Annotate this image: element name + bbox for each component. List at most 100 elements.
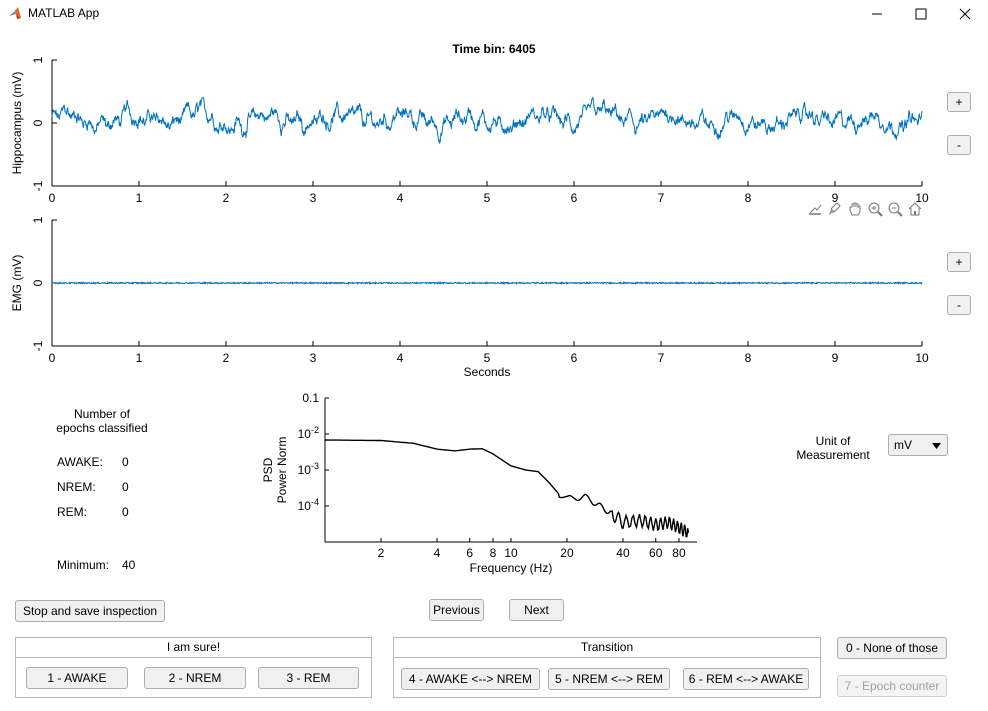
epoch-counter-button[interactable]: 7 - Epoch counter	[837, 675, 947, 697]
nrem-button[interactable]: 2 - NREM	[144, 667, 246, 689]
window-title: MATLAB App	[28, 6, 100, 20]
x-axis-label: Frequency (Hz)	[470, 561, 553, 575]
rem-label: REM:	[57, 505, 87, 519]
zoom-out-icon[interactable]	[886, 200, 904, 218]
x-tick-label: 0	[49, 191, 56, 205]
y-axis-label: EMG (mV)	[10, 255, 24, 312]
signal-line	[51, 96, 923, 145]
emg-plot[interactable]: 0 1 2 3 4 5 6 7 8 9 10 -1 0 1 EMG (mV) Seconds	[0, 210, 988, 395]
rem-awake-transition-button[interactable]: 6 - REM <--> AWAKE	[683, 668, 809, 690]
emg-zoom-in-button[interactable]: +	[947, 252, 971, 272]
x-tick-label: 40	[616, 546, 630, 560]
pan-icon[interactable]	[846, 200, 864, 218]
x-tick-label: 1	[136, 351, 143, 365]
x-axis-label: Seconds	[464, 365, 511, 379]
x-tick-label: 9	[832, 351, 839, 365]
sure-panel: I am sure! 1 - AWAKE 2 - NREM 3 - REM	[15, 637, 372, 698]
x-tick-label: 1	[136, 191, 143, 205]
rem-count: 0	[122, 505, 129, 519]
nrem-label: NREM:	[57, 480, 96, 494]
x-tick-label: 7	[658, 351, 665, 365]
x-tick-label: 10	[915, 191, 929, 205]
x-tick-label: 60	[649, 546, 663, 560]
stop-save-button[interactable]: Stop and save inspection	[15, 600, 165, 622]
signal-line	[51, 280, 923, 286]
matlab-logo-icon	[8, 6, 22, 20]
x-tick-label: 10	[915, 351, 929, 365]
transition-panel: Transition 4 - AWAKE <--> NREM 5 - NREM …	[393, 637, 821, 698]
x-tick-label: 20	[560, 546, 574, 560]
psd-plot[interactable]: 2 4 6 8 10 20 40 60 80 0.1 10-2 10-3 10-4 PSD Power No…	[240, 385, 720, 585]
rem-button[interactable]: 3 - REM	[258, 667, 359, 689]
unit-dropdown-value: mV	[894, 438, 912, 452]
y-tick-label: -1	[31, 340, 45, 351]
unit-label-line-2: Measurement	[796, 448, 870, 462]
y-tick-label: 10-4	[298, 497, 319, 513]
x-tick-label: 2	[223, 351, 230, 365]
unit-label: Unit of Measurement	[790, 434, 876, 462]
minimize-button[interactable]	[854, 0, 900, 28]
title-bar	[0, 0, 988, 28]
x-tick-label: 8	[745, 351, 752, 365]
x-tick-label: 3	[310, 351, 317, 365]
transition-panel-title: Transition	[394, 638, 820, 658]
x-tick-label: 5	[484, 351, 491, 365]
x-tick-label: 8	[745, 191, 752, 205]
x-tick-label: 7	[658, 191, 665, 205]
next-button[interactable]: Next	[509, 599, 564, 621]
brush-icon[interactable]	[826, 200, 844, 218]
y-tick-label: 0	[31, 119, 45, 126]
maximize-button[interactable]	[898, 0, 944, 28]
y-axis-label: Hippocampus (mV)	[10, 72, 24, 175]
sure-panel-title: I am sure!	[16, 638, 371, 658]
axes-toolbar	[806, 200, 924, 218]
x-tick-label: 5	[484, 191, 491, 205]
y-axis-label-line-1: PSD	[261, 457, 275, 482]
y-tick-label: -1	[31, 180, 45, 191]
plot-title: Time bin: 6405	[452, 42, 536, 56]
x-tick-label: 6	[571, 191, 578, 205]
awake-button[interactable]: 1 - AWAKE	[26, 667, 128, 689]
nrem-count: 0	[122, 480, 129, 494]
y-axis-label-line-2: Power Norm	[275, 437, 289, 504]
x-tick-label: 6	[571, 351, 578, 365]
x-tick-label: 2	[223, 191, 230, 205]
hippocampus-zoom-in-button[interactable]: +	[947, 92, 971, 112]
awake-count: 0	[122, 455, 129, 469]
hippocampus-zoom-out-button[interactable]: -	[947, 135, 971, 155]
x-tick-label: 9	[832, 191, 839, 205]
unit-label-line-1: Unit of	[815, 434, 851, 448]
home-icon[interactable]	[906, 200, 924, 218]
psd-line	[324, 439, 690, 538]
y-tick-label: 0	[31, 279, 45, 286]
y-tick-label: 1	[31, 56, 45, 63]
y-tick-label: 1	[31, 216, 45, 223]
x-tick-label: 0	[49, 351, 56, 365]
awake-label: AWAKE:	[57, 455, 103, 469]
unit-dropdown[interactable]: mV	[888, 434, 948, 456]
close-button[interactable]	[942, 0, 988, 28]
heading-line-2: epochs classified	[56, 421, 148, 435]
export-icon[interactable]	[806, 200, 824, 218]
heading-line-1: Number of	[73, 407, 131, 421]
zoom-in-icon[interactable]	[866, 200, 884, 218]
y-tick-label: 0.1	[302, 391, 319, 405]
minimum-value: 40	[122, 558, 136, 572]
dropdown-arrow-icon	[932, 438, 947, 452]
nrem-rem-transition-button[interactable]: 5 - NREM <--> REM	[548, 668, 670, 690]
x-tick-label: 3	[310, 191, 317, 205]
emg-zoom-out-button[interactable]: -	[947, 295, 971, 315]
minimum-label: Minimum:	[57, 558, 110, 572]
y-tick-label: 10-3	[298, 461, 319, 477]
awake-nrem-transition-button[interactable]: 4 - AWAKE <--> NREM	[401, 668, 540, 690]
x-tick-label: 4	[434, 546, 441, 560]
epochs-classified-heading: Number of epochs classified	[52, 407, 152, 435]
x-tick-label: 8	[490, 546, 497, 560]
x-tick-label: 4	[397, 191, 404, 205]
x-tick-label: 2	[378, 546, 385, 560]
none-of-those-button[interactable]: 0 - None of those	[837, 637, 947, 659]
x-tick-label: 4	[397, 351, 404, 365]
x-tick-label: 6	[466, 546, 473, 560]
previous-button[interactable]: Previous	[429, 599, 484, 621]
